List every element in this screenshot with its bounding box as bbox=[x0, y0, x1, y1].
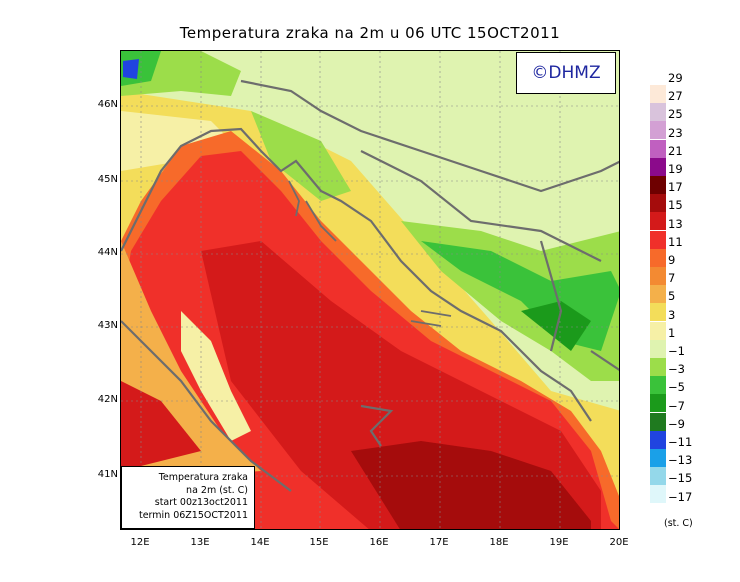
legend-level-label: 13 bbox=[668, 216, 683, 231]
legend-swatch bbox=[650, 267, 666, 285]
info-line-termin: termin 06Z15OCT2011 bbox=[138, 509, 248, 521]
legend-swatch bbox=[650, 176, 666, 194]
legend-level-label: 29 bbox=[668, 71, 683, 85]
legend-swatch bbox=[650, 194, 666, 213]
legend-swatch bbox=[650, 230, 666, 249]
legend-level-label: 23 bbox=[668, 125, 683, 140]
legend-unit: (st. C) bbox=[664, 518, 693, 529]
legend-level-label: −13 bbox=[668, 453, 693, 468]
legend-swatch bbox=[650, 339, 666, 358]
legend-level-label: −3 bbox=[668, 362, 685, 377]
legend-swatch bbox=[650, 103, 666, 122]
info-line-title: Temperatura zraka bbox=[158, 472, 248, 483]
legend-level-label: −17 bbox=[668, 489, 693, 504]
legend-level-label: 7 bbox=[668, 271, 676, 286]
legend-level-label: 19 bbox=[668, 162, 683, 176]
lon-label-12e: 12E bbox=[130, 537, 150, 548]
legend-swatch bbox=[650, 449, 666, 467]
lon-label-14e: 14E bbox=[250, 537, 270, 548]
lat-label-44n: 44N bbox=[97, 247, 118, 258]
legend-level-label: 17 bbox=[668, 180, 683, 195]
legend-level-label: 5 bbox=[668, 289, 676, 304]
legend-level-label: −15 bbox=[668, 471, 693, 486]
legend-swatch bbox=[650, 376, 666, 395]
legend-level-label: 27 bbox=[668, 89, 683, 104]
info-line-start: start 00z13oct2011 bbox=[154, 497, 248, 508]
islands bbox=[288, 180, 452, 327]
italy-pale bbox=[181, 311, 251, 441]
legend-swatch bbox=[650, 212, 666, 231]
lat-label-43n: 43N bbox=[97, 320, 118, 331]
lon-label-13e: 13E bbox=[190, 537, 210, 548]
legend-swatch bbox=[650, 467, 666, 486]
lat-label-41n: 41N bbox=[97, 469, 118, 480]
legend-swatch bbox=[650, 85, 666, 103]
legend-swatch bbox=[650, 321, 666, 340]
lat-label-42n: 42N bbox=[97, 394, 118, 405]
legend-swatch bbox=[650, 139, 666, 158]
info-box: Temperatura zraka na 2m (st. C) start 00… bbox=[121, 466, 255, 529]
legend-level-label: −9 bbox=[668, 416, 685, 431]
legend-swatch bbox=[650, 285, 666, 304]
legend-swatch bbox=[650, 121, 666, 140]
sea-hot-field bbox=[351, 441, 591, 529]
legend-swatch bbox=[650, 412, 666, 431]
coastlines bbox=[121, 79, 619, 492]
legend-swatch bbox=[650, 303, 666, 322]
lon-label-20e: 20E bbox=[609, 537, 629, 548]
map-title: Temperatura zraka na 2m u 06 UTC 15OCT20… bbox=[179, 24, 561, 42]
legend-swatch bbox=[650, 358, 666, 376]
legend-level-label: 21 bbox=[668, 143, 683, 158]
temperature-field bbox=[121, 51, 619, 529]
lon-label-16e: 16E bbox=[369, 537, 389, 548]
lat-label-45n: 45N bbox=[97, 174, 118, 185]
graticule bbox=[121, 51, 619, 529]
info-line-units: na 2m (st. C) bbox=[186, 484, 248, 496]
lon-label-19e: 19E bbox=[549, 537, 569, 548]
legend-level-label: −11 bbox=[668, 435, 693, 449]
legend-level-label: 1 bbox=[668, 325, 676, 340]
legend-level-label: −1 bbox=[668, 344, 685, 358]
bosnia-darkgreen bbox=[521, 301, 591, 351]
lon-label-18e: 18E bbox=[489, 537, 509, 548]
legend-swatch bbox=[650, 394, 666, 413]
alps-cold-spot bbox=[123, 59, 139, 79]
legend-swatch bbox=[650, 248, 666, 267]
legend-level-label: 15 bbox=[668, 198, 683, 213]
legend-swatch bbox=[650, 157, 666, 176]
lon-label-15e: 15E bbox=[309, 537, 329, 548]
lon-label-17e: 17E bbox=[429, 537, 449, 548]
temperature-map bbox=[120, 50, 620, 530]
legend-level-label: 25 bbox=[668, 107, 683, 122]
legend-swatch bbox=[650, 430, 666, 449]
dhmz-logo: ©DHMZ bbox=[516, 52, 616, 94]
slovenia-green bbox=[251, 111, 351, 201]
legend-level-label: 9 bbox=[668, 253, 676, 267]
tyrrhenian-warm bbox=[121, 381, 201, 471]
legend-level-label: −5 bbox=[668, 380, 685, 395]
legend-level-label: 3 bbox=[668, 307, 676, 322]
legend-level-label: 11 bbox=[668, 234, 683, 249]
legend-swatch bbox=[650, 485, 666, 504]
lat-label-46n: 46N bbox=[97, 99, 118, 110]
legend-level-label: −7 bbox=[668, 398, 685, 413]
